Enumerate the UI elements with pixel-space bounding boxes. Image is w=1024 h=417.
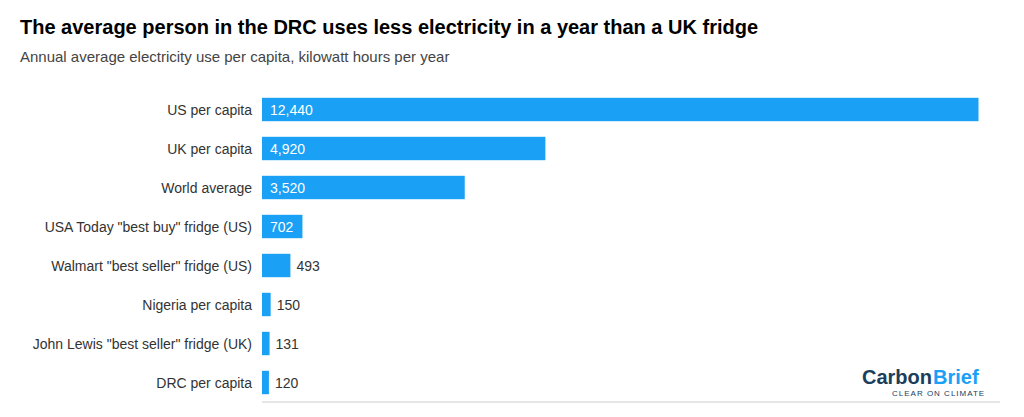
bar (262, 293, 271, 316)
x-axis-line (262, 402, 1000, 403)
annotation: CLEAR ON CLIMATE (892, 389, 985, 398)
bar (262, 332, 270, 355)
category-label: Nigeria per capita (142, 297, 252, 313)
category-label: US per capita (167, 102, 252, 118)
bar (262, 254, 290, 277)
bar (262, 215, 302, 238)
data-label: 120 (275, 375, 299, 391)
data-label: 493 (296, 258, 320, 274)
logo: CarbonBriefCLEAR ON CLIMATE (862, 366, 985, 398)
category-label: World average (161, 180, 252, 196)
category-label: UK per capita (167, 141, 252, 157)
subtitle: Annual average electricity use per capit… (20, 48, 449, 65)
annotation: Carbon (862, 366, 932, 388)
category-label: John Lewis "best seller" fridge (UK) (33, 336, 252, 352)
category-label: DRC per capita (156, 375, 252, 391)
title: The average person in the DRC uses less … (20, 16, 758, 38)
data-label: 702 (270, 219, 294, 235)
annotation: Brief (933, 366, 979, 388)
data-label: 12,440 (270, 102, 313, 118)
bar (262, 371, 269, 394)
bar (262, 98, 979, 121)
labels: US per capita 12,440 UK per capita 4,920 Wor… (33, 102, 320, 391)
data-label: 3,520 (270, 180, 305, 196)
chart: The average person in the DRC uses less … (0, 0, 1024, 417)
data-label: 150 (277, 297, 301, 313)
bar (262, 137, 545, 160)
bar (262, 176, 465, 199)
data-label: 131 (276, 336, 300, 352)
category-label: Walmart "best seller" fridge (US) (51, 258, 252, 274)
data-label: 4,920 (270, 141, 305, 157)
bars (262, 98, 979, 394)
category-label: USA Today "best buy" fridge (US) (45, 219, 252, 235)
background (0, 0, 1024, 417)
